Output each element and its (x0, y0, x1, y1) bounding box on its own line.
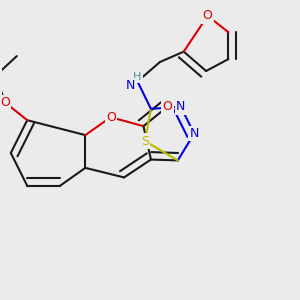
Text: S: S (141, 135, 149, 148)
Text: N: N (125, 80, 135, 92)
Text: O: O (106, 111, 116, 124)
Text: N: N (176, 100, 185, 113)
Text: O: O (202, 9, 212, 22)
Text: O: O (0, 96, 10, 109)
Text: N: N (190, 127, 199, 140)
Text: H: H (133, 72, 142, 82)
Text: O: O (162, 100, 172, 113)
